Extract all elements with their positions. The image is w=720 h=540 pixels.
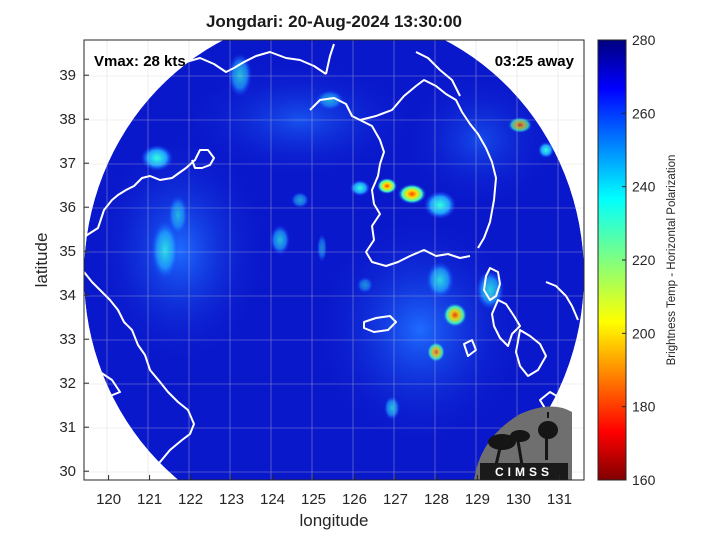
y-axis-label: latitude bbox=[32, 232, 51, 288]
plot-frame bbox=[83, 39, 585, 481]
coastlines bbox=[84, 43, 579, 471]
cimss-logo: CIMSS bbox=[474, 406, 572, 480]
colorbar-tick-label: 180 bbox=[632, 399, 656, 415]
x-axis-ticks: 120 121 122 123 124 125 126 127 128 129 130 131 bbox=[96, 475, 572, 508]
x-tick-label: 129 bbox=[465, 491, 490, 508]
y-tick-label: 35 bbox=[59, 243, 76, 260]
colorbar-tick-label: 160 bbox=[632, 472, 656, 488]
x-tick-label: 122 bbox=[178, 491, 203, 508]
x-tick-label: 125 bbox=[301, 491, 326, 508]
y-tick-label: 32 bbox=[59, 375, 76, 392]
chart-title: Jongdari: 20-Aug-2024 13:30:00 bbox=[205, 12, 463, 31]
x-tick-label: 128 bbox=[424, 491, 449, 508]
x-tick-label: 121 bbox=[137, 491, 162, 508]
colorbar bbox=[597, 39, 627, 481]
time-away-label: 03:25 away bbox=[494, 53, 574, 70]
y-axis-ticks: 30 31 32 33 34 35 36 37 38 39 bbox=[59, 67, 89, 480]
colorbar-tick-label: 280 bbox=[632, 32, 656, 48]
colorbar-tick-label: 220 bbox=[632, 252, 656, 268]
x-tick-label: 123 bbox=[219, 491, 244, 508]
x-axis-label: longitude bbox=[299, 511, 369, 530]
y-tick-label: 38 bbox=[59, 111, 76, 128]
colorbar-label: Brightness Temp - Horizontal Polarizatio… bbox=[666, 154, 678, 366]
satellite-swath bbox=[84, 40, 584, 480]
y-tick-label: 31 bbox=[59, 419, 76, 436]
logo-text: CIMSS bbox=[495, 465, 553, 479]
x-tick-label: 131 bbox=[547, 491, 572, 508]
y-tick-label: 36 bbox=[59, 199, 76, 216]
x-tick-label: 120 bbox=[96, 491, 121, 508]
colorbar-tick-label: 260 bbox=[632, 105, 656, 121]
y-tick-label: 34 bbox=[59, 287, 76, 304]
y-tick-label: 37 bbox=[59, 155, 76, 172]
y-tick-label: 39 bbox=[59, 67, 76, 84]
colorbar-tick-label: 240 bbox=[632, 179, 656, 195]
x-tick-label: 130 bbox=[506, 491, 531, 508]
map-plot-area bbox=[84, 40, 584, 480]
y-tick-label: 30 bbox=[59, 463, 76, 480]
x-tick-label: 126 bbox=[342, 491, 367, 508]
colorbar-tick-label: 200 bbox=[632, 325, 656, 341]
colorbar-ticks: 280 260 240 220 200 180 160 bbox=[622, 32, 656, 488]
x-tick-label: 127 bbox=[383, 491, 408, 508]
vmax-label: Vmax: 28 kts bbox=[94, 53, 186, 70]
x-tick-label: 124 bbox=[260, 491, 285, 508]
y-tick-label: 33 bbox=[59, 331, 76, 348]
